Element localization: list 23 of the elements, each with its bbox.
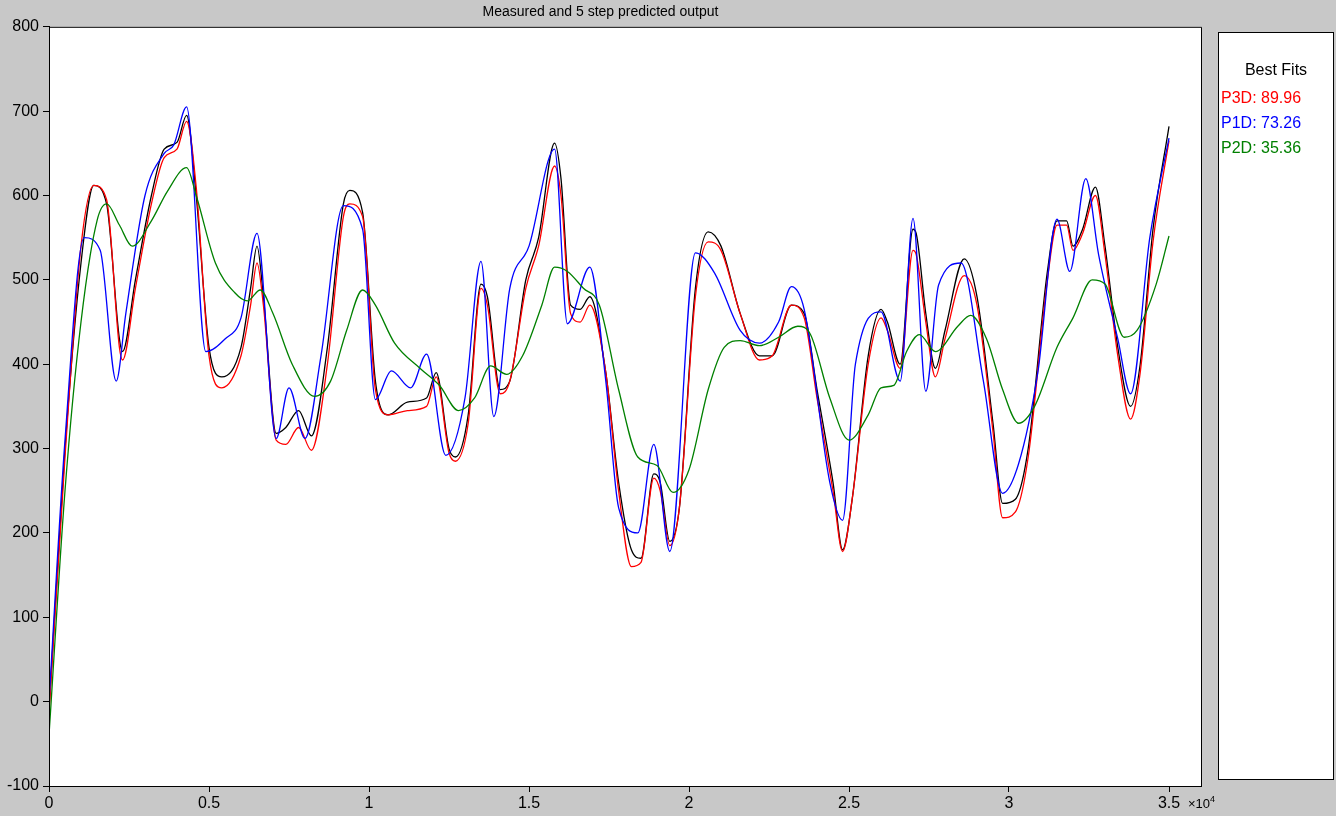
x-tick-label: 1 xyxy=(364,794,374,812)
legend-title: Best Fits xyxy=(1243,61,1309,79)
y-tick-label: 500 xyxy=(12,270,40,288)
y-tick-label: 300 xyxy=(12,438,40,456)
y-tick-label: 800 xyxy=(12,17,40,35)
x-tick-label: 3 xyxy=(1004,794,1014,812)
chart-title: Measured and 5 step predicted output xyxy=(482,3,719,20)
text: P1D: 73.26 xyxy=(1220,113,1303,133)
y-tick-label: 700 xyxy=(12,101,40,119)
text: P3D: 89.96 xyxy=(1220,88,1303,108)
x-tick-label: 3.5 xyxy=(1157,794,1181,812)
text: P2D: 35.36 xyxy=(1220,138,1303,158)
x-tick-label: 2.5 xyxy=(837,794,861,812)
x-tick-label: 1.5 xyxy=(517,794,541,812)
y-tick-label: 0 xyxy=(30,692,40,710)
y-tick-label: 600 xyxy=(12,185,40,203)
y-tick-label: -100 xyxy=(6,776,40,794)
y-tick-label: 100 xyxy=(12,607,40,625)
x-tick-label: 0 xyxy=(44,794,54,812)
y-tick-label: 200 xyxy=(12,523,40,541)
x-tick-label: 0.5 xyxy=(197,794,221,812)
x-tick-label: 2 xyxy=(684,794,694,812)
y-tick-label: 400 xyxy=(12,354,40,372)
